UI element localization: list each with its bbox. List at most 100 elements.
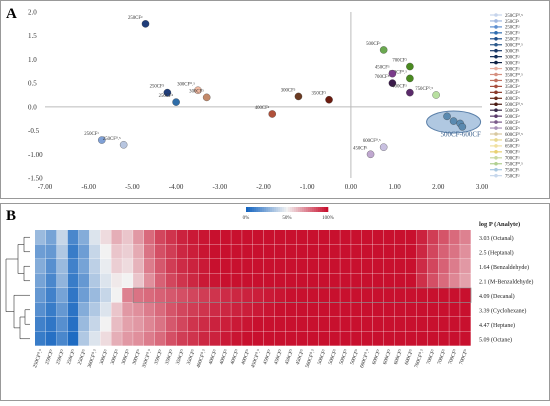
heatmap-cell <box>253 259 264 274</box>
heatmap-cell <box>329 244 340 259</box>
column-label: 700CF³ <box>448 348 459 365</box>
heatmap-cell <box>67 302 79 317</box>
heatmap-cell <box>209 230 220 245</box>
y-tick-label: 0.0 <box>28 103 37 111</box>
heatmap-cell <box>198 317 210 332</box>
heatmap-cell <box>209 244 220 259</box>
legend-label: 700CF³ <box>505 150 520 156</box>
heatmap-cell <box>460 244 471 259</box>
y-tick-label: 0.5 <box>28 80 37 88</box>
scale-segment <box>248 207 251 212</box>
heatmap-cell <box>56 317 68 332</box>
legend-label: 500CF³ <box>505 120 520 126</box>
legend-marker <box>494 108 498 112</box>
x-tick-label: 1.00 <box>388 183 401 191</box>
legend-marker <box>494 72 498 77</box>
point-label: 700CF⁵ <box>375 74 390 80</box>
heatmap-cell <box>242 288 253 303</box>
heatmap-cell <box>449 259 460 274</box>
point-label: 400CF⁵ <box>392 84 407 90</box>
heatmap-cell <box>427 331 438 346</box>
scale-segment <box>302 207 305 212</box>
heatmap-cell <box>209 259 220 274</box>
heatmap-cell <box>133 259 144 274</box>
legend-label: 350CF⁰.⁵ <box>505 72 523 78</box>
heatmap-cell <box>405 259 417 274</box>
heatmap-cell <box>144 288 155 303</box>
heatmap-cell <box>405 288 417 303</box>
legend-label: 750CF² <box>505 173 520 179</box>
heatmap-cell <box>67 230 79 245</box>
heatmap-cell <box>351 273 362 288</box>
data-point <box>172 98 180 106</box>
data-point <box>325 95 333 104</box>
heatmap-cell <box>362 302 373 317</box>
legend-label: 650CF² <box>505 144 520 150</box>
heatmap-cell <box>100 302 111 317</box>
data-point <box>294 92 303 101</box>
column-label: 500CF⁰.⁵ <box>305 348 317 368</box>
scale-segment <box>292 207 295 212</box>
heatmap-cell <box>438 317 449 332</box>
heatmap-cell <box>383 244 395 259</box>
heatmap-cell <box>307 259 319 274</box>
heatmap-cell <box>416 230 428 245</box>
column-label: 400CF⁵ <box>240 348 251 365</box>
heatmap-cell <box>416 259 428 274</box>
heatmap-cell <box>383 273 395 288</box>
heatmap-cell <box>231 244 242 259</box>
heatmap-cell <box>274 244 286 259</box>
heatmap-cell <box>318 273 329 288</box>
heatmap-cell <box>78 244 90 259</box>
row-header: log P (Analyte) <box>479 221 520 228</box>
heatmap-cell <box>89 302 101 317</box>
heatmap-cell <box>383 288 395 303</box>
heatmap-cell <box>285 230 297 245</box>
heatmap-cell <box>372 273 384 288</box>
legend-marker <box>494 19 498 23</box>
heatmap-cell <box>198 273 210 288</box>
point-label: 250CF³ <box>128 15 143 21</box>
heatmap-cell <box>45 273 57 288</box>
column-label: 350CF⁵ <box>186 348 197 365</box>
point-label: 400CF² <box>255 105 270 111</box>
column-label: 700CF⁵ <box>458 348 469 365</box>
heatmap-cell <box>427 244 438 259</box>
heatmap-cell <box>56 273 68 288</box>
legend-marker <box>494 144 498 148</box>
legend-label: 300CF² <box>505 54 520 60</box>
heatmap-cell <box>209 302 220 317</box>
heatmap-cell <box>274 259 286 274</box>
heatmap-cell <box>460 331 471 346</box>
scale-segment <box>250 207 253 212</box>
row-label: 2.1 (M-Benzaldehyde) <box>479 278 533 285</box>
column-label: 500CF² <box>328 348 339 365</box>
point-label: 750CF⁰.⁵ <box>415 86 433 92</box>
column-label: 450CF³ <box>284 348 295 365</box>
heatmap-cell <box>307 273 319 288</box>
scale-segment <box>320 207 323 212</box>
heatmap-cell <box>318 302 329 317</box>
heatmap-cell <box>460 273 471 288</box>
heatmap-cell <box>56 244 68 259</box>
heatmap-cell <box>45 331 57 346</box>
column-label: 600CF¹ <box>371 348 382 365</box>
heatmap-cell <box>351 331 362 346</box>
legend-label: 500CF⁰.⁵ <box>505 102 523 108</box>
y-tick-label: -1.50 <box>28 175 43 183</box>
column-label: 300CF² <box>110 348 121 365</box>
scale-segment <box>256 207 259 212</box>
legend-marker <box>494 25 498 29</box>
scale-segment <box>258 207 261 212</box>
heatmap-cell <box>209 317 220 332</box>
heatmap-cell <box>78 273 90 288</box>
heatmap-cell <box>176 302 188 317</box>
heatmap-cell <box>449 273 460 288</box>
heatmap-cell <box>427 273 438 288</box>
heatmap-cell <box>220 230 231 245</box>
heatmap-cell <box>220 288 231 303</box>
heatmap-cell <box>165 273 177 288</box>
x-tick-label: -7.00 <box>38 183 53 191</box>
scale-segment <box>322 207 325 212</box>
heatmap-cell <box>438 259 449 274</box>
